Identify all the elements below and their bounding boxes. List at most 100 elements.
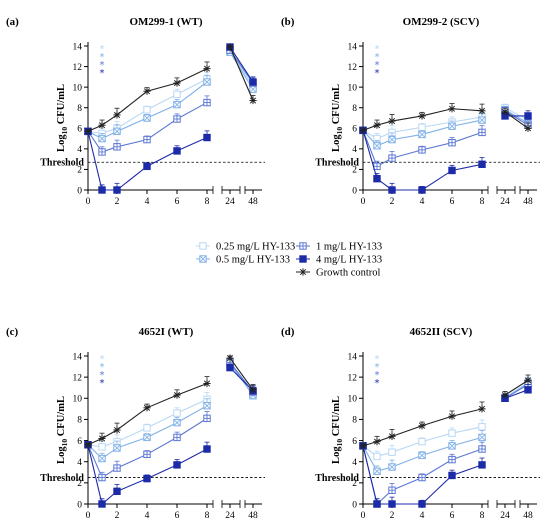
data-point bbox=[418, 112, 426, 120]
series-line bbox=[229, 357, 254, 391]
data-point bbox=[249, 78, 257, 86]
data-point bbox=[418, 186, 426, 194]
data-point bbox=[418, 146, 426, 154]
data-point bbox=[448, 166, 456, 175]
panel-letter: (a) bbox=[6, 16, 19, 28]
data-point bbox=[359, 442, 367, 450]
x-tick-label: 6 bbox=[175, 511, 180, 521]
y-tick-label: 2 bbox=[77, 479, 82, 489]
data-point bbox=[373, 452, 381, 461]
legend-marker bbox=[299, 255, 307, 263]
y-axis-label: Log10 CFU/mL bbox=[56, 84, 69, 152]
legend-label: Growth control bbox=[316, 268, 381, 279]
data-point bbox=[203, 78, 211, 86]
data-point bbox=[501, 108, 509, 116]
significance-star: * bbox=[100, 44, 105, 55]
y-tick-label: 4 bbox=[352, 145, 357, 155]
x-tick-label: 2 bbox=[115, 511, 120, 521]
threshold-label: Threshold bbox=[315, 473, 359, 484]
data-point bbox=[226, 43, 234, 51]
data-point bbox=[84, 441, 92, 449]
data-point bbox=[173, 100, 181, 109]
data-point bbox=[478, 461, 486, 469]
x-tick-label: 4 bbox=[145, 197, 150, 207]
x-tick-label: 2 bbox=[390, 511, 395, 521]
data-point bbox=[524, 112, 532, 120]
legend-item: 1 mg/L HY-133 bbox=[296, 242, 382, 253]
legend-marker bbox=[299, 268, 307, 276]
x-tick-label: 0 bbox=[86, 511, 91, 521]
data-point bbox=[388, 154, 396, 162]
legend-label: 0.5 mg/L HY-133 bbox=[216, 255, 290, 266]
data-point bbox=[113, 186, 121, 194]
data-point bbox=[373, 142, 381, 150]
x-tick-label: 8 bbox=[205, 511, 210, 521]
series-line bbox=[87, 68, 208, 132]
series-line bbox=[229, 46, 254, 83]
significance-star: * bbox=[375, 370, 380, 381]
series-line bbox=[362, 130, 483, 191]
data-point bbox=[113, 111, 121, 119]
y-tick-label: 2 bbox=[77, 166, 82, 176]
data-point bbox=[524, 376, 532, 384]
data-point bbox=[388, 432, 396, 440]
x-tick-label: 24 bbox=[500, 511, 510, 521]
series-line bbox=[229, 51, 254, 90]
data-point bbox=[448, 138, 456, 147]
legend-label: 4 mg/L HY-133 bbox=[316, 255, 382, 266]
y-tick-label: 2 bbox=[352, 166, 357, 176]
panel-letter: (c) bbox=[6, 326, 19, 338]
y-tick-label: 6 bbox=[352, 437, 357, 447]
data-point bbox=[98, 434, 106, 443]
x-tick-label: 2 bbox=[115, 197, 120, 207]
data-point bbox=[448, 442, 456, 450]
data-point bbox=[478, 107, 486, 115]
data-point bbox=[524, 386, 532, 394]
data-point bbox=[448, 455, 456, 464]
data-point bbox=[373, 467, 381, 475]
significance-star: * bbox=[100, 362, 105, 373]
x-tick-label: 6 bbox=[450, 511, 455, 521]
series-line bbox=[362, 108, 483, 131]
data-point bbox=[373, 174, 381, 183]
y-tick-label: 6 bbox=[77, 125, 82, 135]
x-tick-label: 2 bbox=[390, 197, 395, 207]
data-point bbox=[478, 433, 486, 442]
y-tick-label: 10 bbox=[348, 395, 358, 405]
series-line bbox=[362, 130, 483, 168]
data-point bbox=[501, 391, 509, 399]
y-tick-label: 8 bbox=[77, 416, 82, 426]
data-point bbox=[98, 148, 106, 156]
legend-label: 1 mg/L HY-133 bbox=[316, 242, 382, 253]
data-point bbox=[113, 143, 121, 151]
data-point bbox=[203, 445, 211, 453]
x-tick-label: 48 bbox=[248, 197, 258, 207]
data-point bbox=[203, 414, 211, 423]
data-point bbox=[203, 65, 211, 73]
threshold-label: Threshold bbox=[40, 473, 84, 484]
y-tick-label: 6 bbox=[352, 125, 357, 135]
data-point bbox=[143, 114, 151, 122]
data-point bbox=[143, 404, 151, 412]
significance-star: * bbox=[100, 52, 105, 63]
data-point bbox=[84, 127, 92, 135]
y-tick-label: 10 bbox=[73, 83, 83, 93]
data-point bbox=[98, 121, 106, 129]
threshold-label: Threshold bbox=[40, 158, 84, 169]
data-point bbox=[203, 401, 211, 410]
y-tick-label: 14 bbox=[73, 352, 83, 362]
data-point bbox=[478, 160, 486, 168]
data-point bbox=[98, 134, 106, 143]
significance-star: * bbox=[100, 370, 105, 381]
y-tick-label: 8 bbox=[352, 104, 357, 114]
data-point bbox=[203, 98, 211, 107]
data-point bbox=[448, 471, 456, 480]
x-tick-label: 24 bbox=[500, 197, 510, 207]
data-point bbox=[143, 474, 151, 483]
series-line bbox=[362, 445, 483, 505]
y-tick-label: 0 bbox=[77, 186, 82, 196]
data-point bbox=[418, 451, 426, 460]
x-tick-label: 4 bbox=[420, 197, 425, 207]
